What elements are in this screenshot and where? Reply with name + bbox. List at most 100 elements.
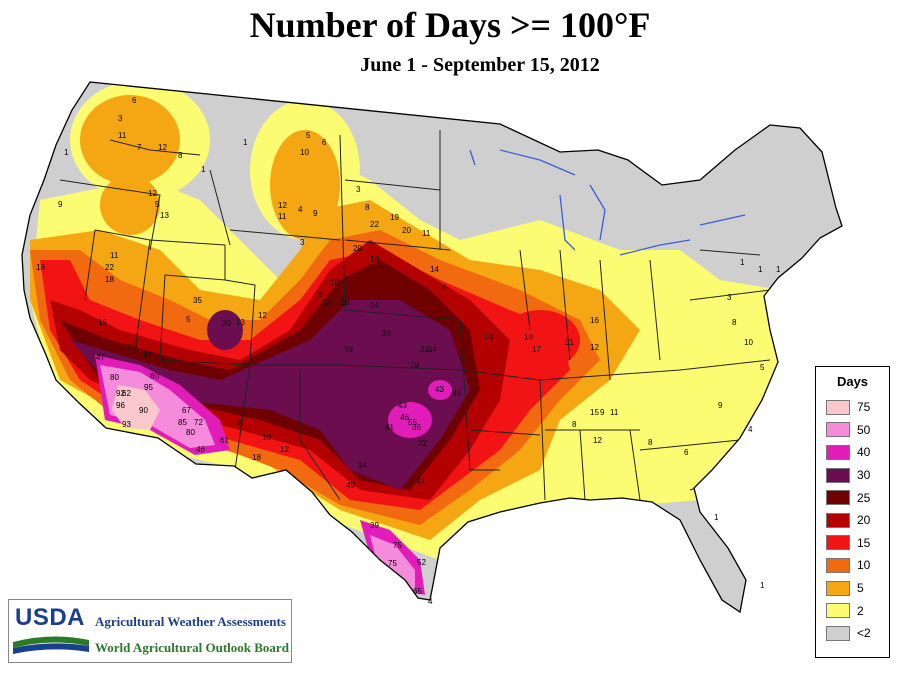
legend-item: 25 [816, 486, 889, 509]
legend-item: 50 [816, 419, 889, 442]
legend-swatch [826, 557, 850, 573]
station-value: 41 [416, 477, 425, 486]
station-value: 16 [340, 298, 349, 307]
station-value: 92 [116, 389, 125, 398]
usda-swoosh-icon [13, 636, 89, 654]
station-value: 8 [648, 438, 653, 447]
station-value: 80 [110, 373, 119, 382]
station-value: 75 [393, 541, 402, 550]
org-line-1: Agricultural Weather Assessments [95, 614, 286, 629]
station-value: 11 [610, 408, 619, 417]
station-value: 1 [201, 165, 206, 174]
station-value: 85 [178, 418, 187, 427]
station-value: 67 [143, 351, 152, 360]
legend-label: <2 [857, 626, 871, 641]
station-value: 13 [322, 298, 331, 307]
station-value: 67 [182, 406, 191, 415]
station-value: 16 [590, 316, 599, 325]
legend-label: 15 [857, 535, 871, 550]
station-value: 5 [306, 131, 311, 140]
station-value: 95 [144, 383, 153, 392]
legend-item: 20 [816, 509, 889, 532]
station-value: 12 [593, 436, 602, 445]
station-value: 5 [760, 363, 765, 372]
station-value: 41 [385, 423, 394, 432]
legend-item: 10 [816, 554, 889, 577]
station-value: 9 [318, 290, 323, 299]
usda-logo-text: USDA [15, 604, 86, 631]
state-boundaries [59, 130, 771, 501]
legend-label: 50 [857, 422, 871, 437]
station-value: 7 [137, 143, 142, 152]
station-value: 32 [418, 439, 427, 448]
station-value: 3 [118, 114, 123, 123]
legend-swatch [826, 467, 850, 483]
legend-title: Days [836, 374, 869, 389]
station-value: 18 [36, 263, 45, 272]
station-value: 72 [194, 418, 203, 427]
legend-label: 30 [857, 468, 871, 483]
station-value: 96 [116, 401, 125, 410]
legend-swatch [826, 512, 850, 528]
station-value: 52 [417, 558, 426, 567]
station-value: 13 [236, 318, 245, 327]
station-value: 4 [748, 425, 753, 434]
station-value: 8 [572, 420, 577, 429]
legend-item: 5 [816, 577, 889, 600]
station-value: 20 [128, 343, 137, 352]
legend-label: 40 [857, 445, 871, 460]
legend-item: 75 [816, 396, 889, 419]
station-value: 6 [684, 448, 689, 457]
station-value: 11 [278, 212, 287, 221]
station-value: 21 [565, 338, 574, 347]
station-value: 18 [330, 278, 339, 287]
legend-swatch [826, 399, 850, 415]
station-value: 29 [410, 361, 419, 370]
map-subtitle: June 1 - September 15, 2012 [360, 54, 600, 76]
station-value: 20 [353, 244, 362, 253]
legend-swatch [826, 625, 850, 641]
station-value: 10 [300, 148, 309, 157]
station-value: 30 [222, 319, 231, 328]
station-value: 9 [313, 209, 318, 218]
station-value: 22 [370, 220, 379, 229]
station-value: 1 [760, 581, 765, 590]
station-value: 12 [148, 189, 157, 198]
legend-label: 20 [857, 513, 871, 528]
legend-label: 75 [857, 400, 871, 415]
station-value: 15 [590, 408, 599, 417]
station-value: 13 [160, 211, 169, 220]
legend-item: 30 [816, 464, 889, 487]
legend-item: <2 [816, 622, 889, 645]
org-line-2: World Agricultural Outlook Board [95, 640, 289, 655]
station-value: 1 [64, 148, 69, 157]
station-value: 24 [370, 301, 379, 310]
station-value: 9 [442, 283, 447, 292]
station-value: 8 [365, 203, 370, 212]
station-value: 9 [600, 408, 605, 417]
station-value: 49 [346, 481, 355, 490]
station-value: 39 [344, 345, 353, 354]
station-value: 47 [96, 353, 105, 362]
station-value: 5 [186, 315, 191, 324]
legend-swatch [826, 422, 850, 438]
station-value: 39 [370, 521, 379, 530]
station-value: 62 [122, 389, 131, 398]
great-lakes [469, 149, 746, 256]
station-value: 8 [732, 318, 737, 327]
legend-label: 2 [857, 603, 864, 618]
station-value: 11 [118, 131, 127, 140]
station-value: 6 [132, 96, 137, 105]
station-value: 9 [58, 200, 63, 209]
station-value: 10 [744, 338, 753, 347]
legend: Days 75 50 40 30 25 20 15 10 5 2 <2 [815, 366, 890, 658]
station-value: 1 [740, 258, 745, 267]
station-value: 43 [398, 401, 407, 410]
station-value: 36 [412, 423, 421, 432]
station-value: 3 [356, 185, 361, 194]
station-value: 12 [590, 343, 599, 352]
legend-swatch [826, 535, 850, 551]
legend-swatch [826, 444, 850, 460]
station-value: 6 [322, 138, 327, 147]
